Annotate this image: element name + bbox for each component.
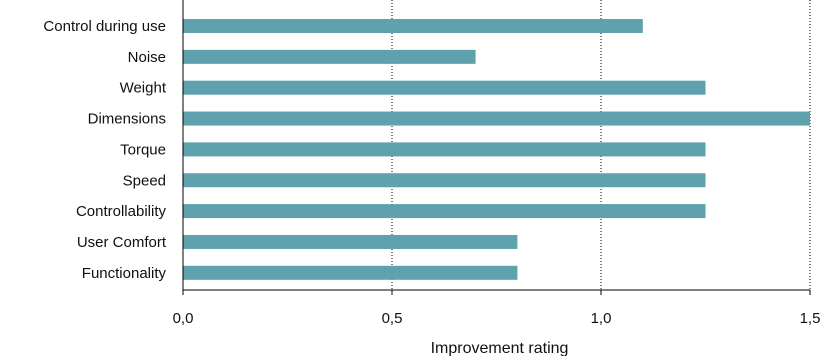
bar — [183, 173, 706, 188]
x-tick-label: 0,5 — [382, 310, 403, 327]
bar — [183, 265, 518, 280]
y-tick-label: Functionality — [82, 265, 167, 282]
bar — [183, 49, 476, 64]
bar — [183, 142, 706, 157]
bar — [183, 19, 643, 33]
bar — [183, 204, 706, 219]
bars — [183, 19, 810, 280]
bar — [183, 234, 518, 249]
y-tick-label: Weight — [120, 80, 167, 97]
x-tick-label: 1,0 — [591, 310, 612, 327]
y-tick-label: Torque — [120, 141, 166, 158]
y-tick-label: Dimensions — [88, 111, 166, 128]
x-tick-labels: 0,0 0,5 1,0 1,5 — [173, 290, 821, 327]
bar — [183, 111, 810, 126]
bar — [183, 80, 706, 95]
x-tick-label: 1,5 — [800, 310, 821, 327]
y-tick-label: Controllability — [76, 203, 167, 220]
y-tick-label: Control during use — [43, 18, 166, 35]
x-axis-title: Improvement rating — [431, 340, 569, 356]
y-tick-label: Speed — [123, 172, 166, 189]
y-tick-labels: Control during use Noise Weight Dimensions T… — [43, 18, 166, 282]
y-tick-label: User Comfort — [77, 234, 167, 251]
y-tick-label: Noise — [128, 49, 166, 66]
x-tick-label: 0,0 — [173, 310, 194, 327]
